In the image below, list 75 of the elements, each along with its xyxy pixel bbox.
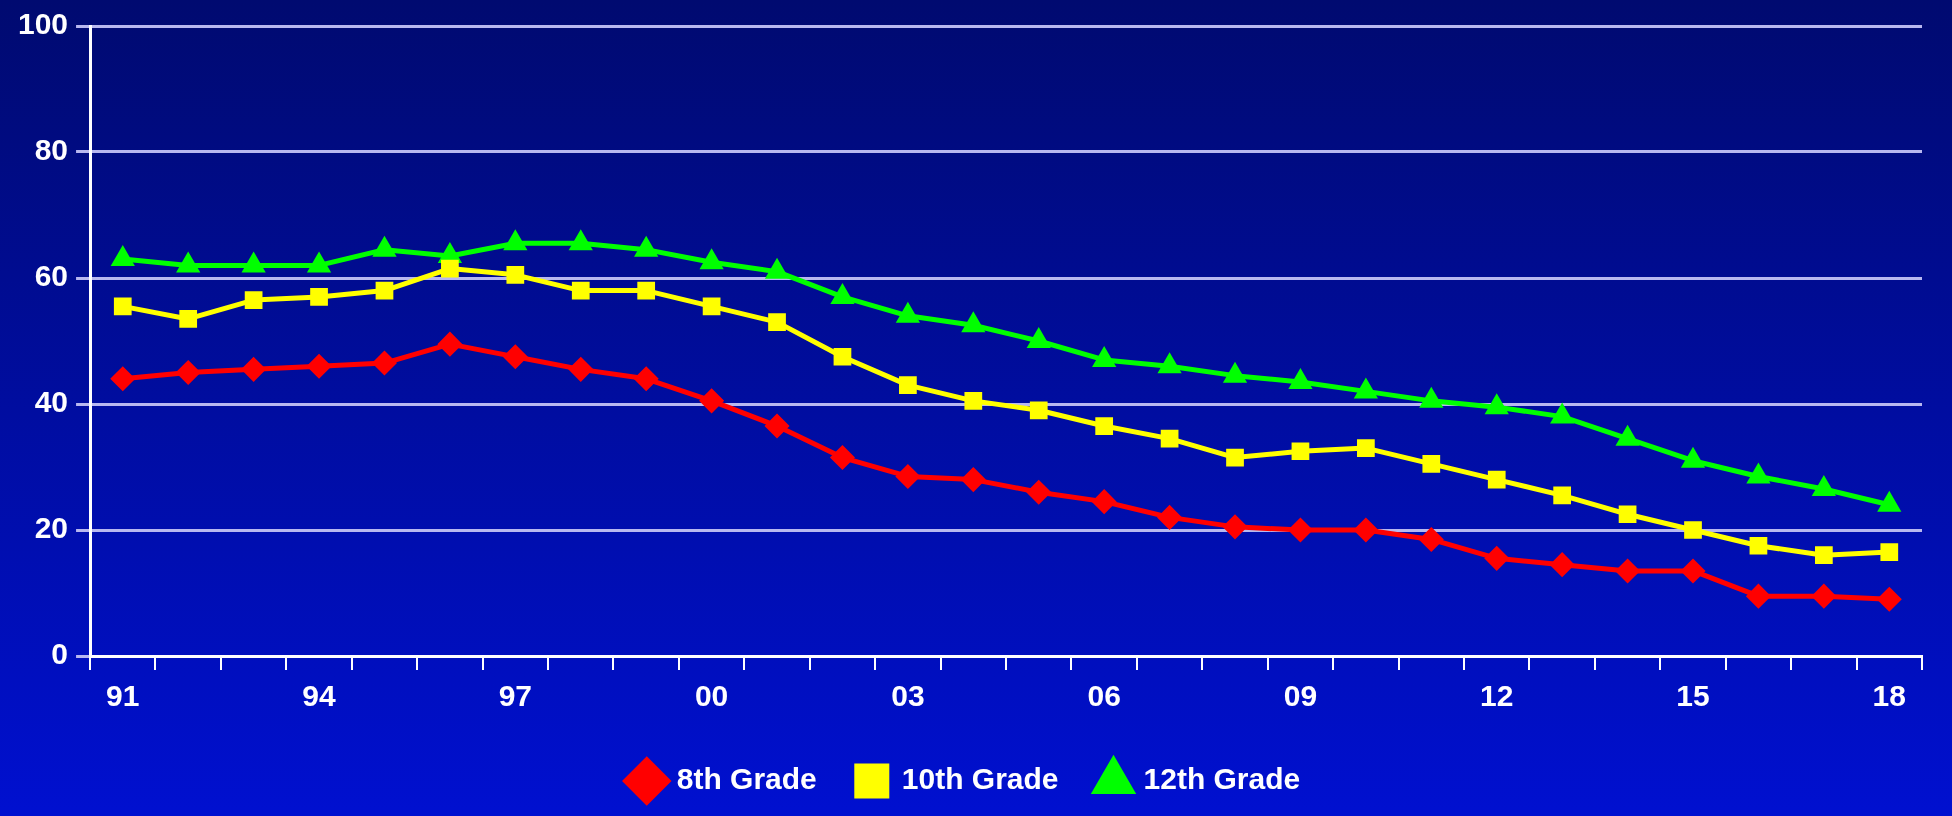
point	[372, 351, 396, 375]
point	[1029, 401, 1048, 420]
point	[569, 357, 593, 381]
point	[1618, 505, 1637, 524]
point	[1357, 439, 1375, 457]
point	[1746, 584, 1770, 608]
point	[1616, 559, 1640, 583]
y-tick-label: 0	[51, 637, 69, 671]
point	[1288, 518, 1312, 542]
point	[768, 313, 786, 331]
point	[1354, 518, 1378, 542]
legend-label: 10th Grade	[901, 762, 1059, 796]
point	[307, 354, 331, 378]
point	[1681, 559, 1705, 583]
y-tick-label: 80	[34, 133, 69, 167]
x-tick-label: 97	[498, 679, 533, 713]
legend-label: 8th Grade	[676, 762, 817, 796]
point	[503, 345, 527, 369]
point	[1291, 442, 1310, 461]
point	[375, 281, 394, 300]
point	[1812, 584, 1836, 608]
y-tick-label: 20	[34, 511, 69, 545]
point	[1880, 543, 1899, 561]
x-tick-label: 94	[302, 679, 337, 713]
point	[1158, 505, 1182, 529]
point	[176, 361, 200, 384]
point	[179, 310, 198, 328]
x-tick-label: 18	[1872, 679, 1906, 713]
x-tick-label: 03	[891, 679, 925, 713]
point	[1422, 454, 1441, 473]
point	[1749, 536, 1768, 555]
point	[637, 281, 656, 300]
point	[961, 468, 985, 492]
x-tick-label: 15	[1676, 679, 1710, 713]
x-tick-label: 91	[106, 679, 140, 713]
point	[1815, 546, 1833, 565]
x-tick-label: 12	[1480, 679, 1514, 713]
point	[1877, 587, 1901, 611]
point	[700, 389, 724, 413]
point	[1485, 546, 1509, 570]
point	[1223, 515, 1247, 539]
point	[1553, 486, 1572, 505]
point	[634, 367, 658, 391]
x-tick-label: 00	[694, 679, 729, 713]
y-tick-label: 60	[34, 259, 69, 293]
point	[1684, 521, 1702, 539]
y-tick-label: 100	[17, 7, 69, 41]
y-tick-label: 40	[34, 385, 69, 419]
point	[1550, 553, 1574, 577]
point	[1092, 490, 1116, 514]
point	[506, 265, 525, 284]
point	[244, 291, 263, 309]
point	[896, 464, 920, 488]
point	[441, 259, 459, 278]
point	[765, 414, 789, 438]
x-tick-label: 09	[1283, 679, 1318, 713]
point	[702, 297, 721, 316]
point	[833, 347, 852, 366]
point	[242, 357, 266, 381]
point	[1160, 429, 1179, 448]
point	[1419, 527, 1443, 551]
point	[113, 297, 132, 316]
point	[571, 281, 590, 300]
point	[438, 332, 462, 356]
point	[899, 376, 917, 394]
point	[964, 391, 983, 410]
x-tick-label: 06	[1087, 679, 1121, 713]
point	[1226, 448, 1244, 467]
point	[1487, 470, 1506, 489]
point	[1095, 417, 1114, 435]
point	[111, 367, 135, 391]
legend-label: 12th Grade	[1143, 762, 1301, 796]
point	[830, 446, 854, 470]
point	[310, 288, 328, 306]
point	[1027, 480, 1051, 504]
